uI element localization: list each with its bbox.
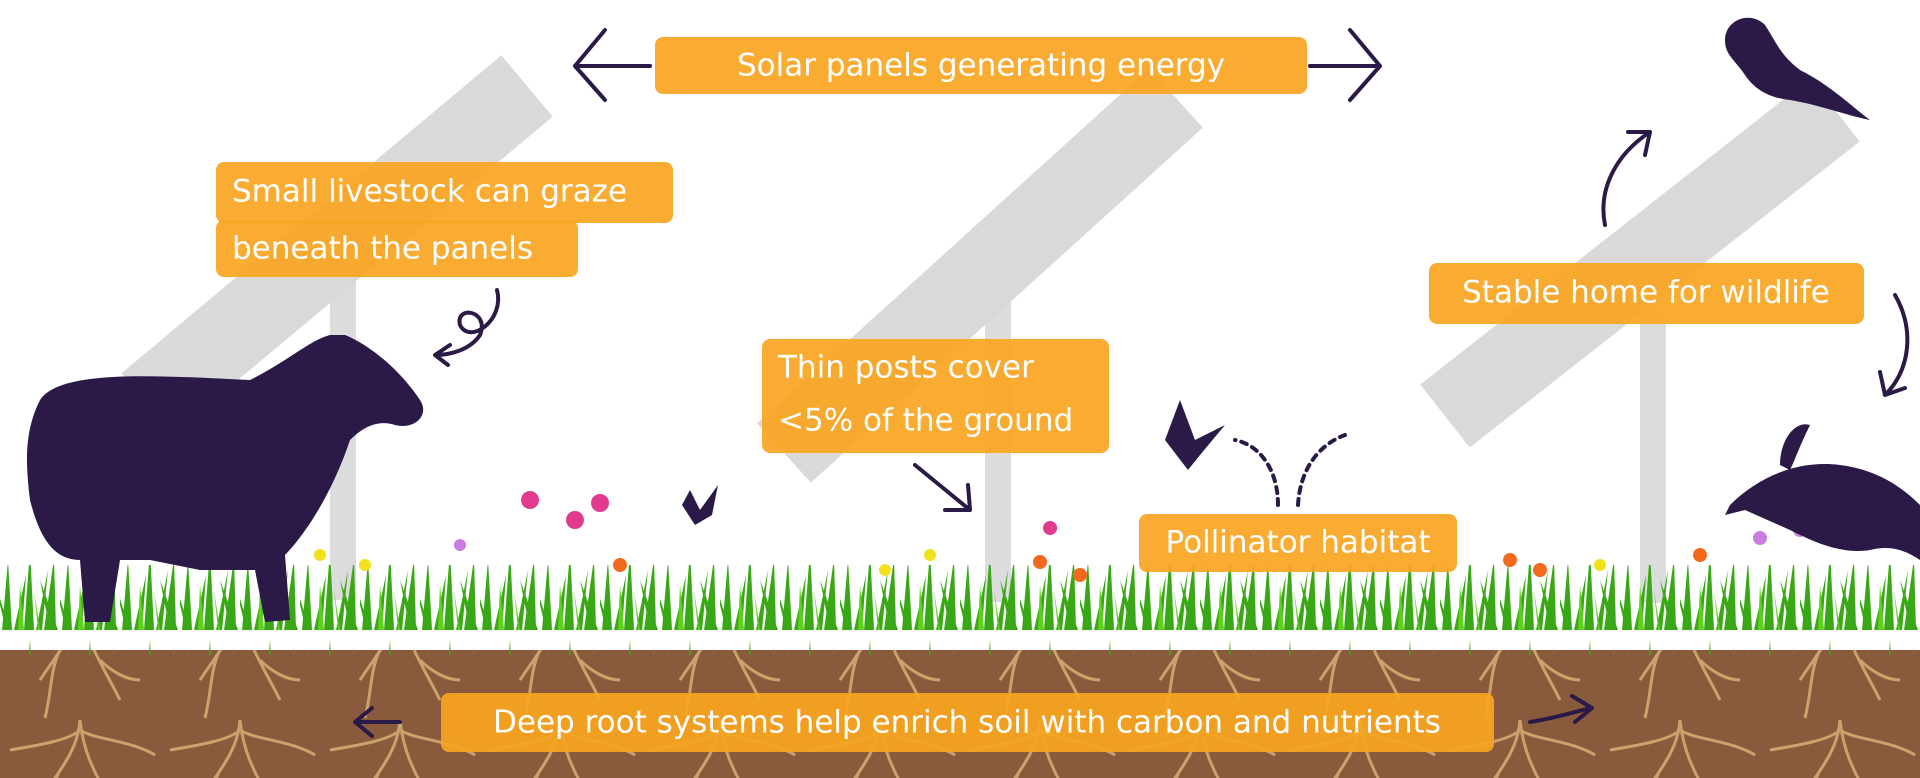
arrow-pollinator: [1235, 435, 1345, 505]
arrow-posts: [915, 465, 970, 510]
label-livestock: beneath the panels: [232, 231, 533, 267]
butterfly: [1165, 400, 1225, 470]
label-posts: <5% of the ground: [778, 403, 1073, 439]
arrow-wildlife-down: [1880, 295, 1907, 395]
arrow-left: [575, 30, 650, 100]
label-roots: Deep root systems help enrich soil with …: [493, 705, 1441, 741]
label-wildlife: Stable home for wildlife: [1462, 275, 1830, 311]
arrow-livestock: [435, 290, 498, 365]
label-livestock: Small livestock can graze: [232, 174, 627, 210]
butterfly: [682, 485, 718, 525]
label-posts: Thin posts cover: [777, 350, 1034, 386]
label-pollinator: Pollinator habitat: [1166, 525, 1431, 561]
label-solar: Solar panels generating energy: [737, 48, 1225, 84]
arrow-right: [1310, 30, 1380, 100]
agrivoltaics-illustration: Solar panels generating energy Small liv…: [0, 0, 1920, 778]
